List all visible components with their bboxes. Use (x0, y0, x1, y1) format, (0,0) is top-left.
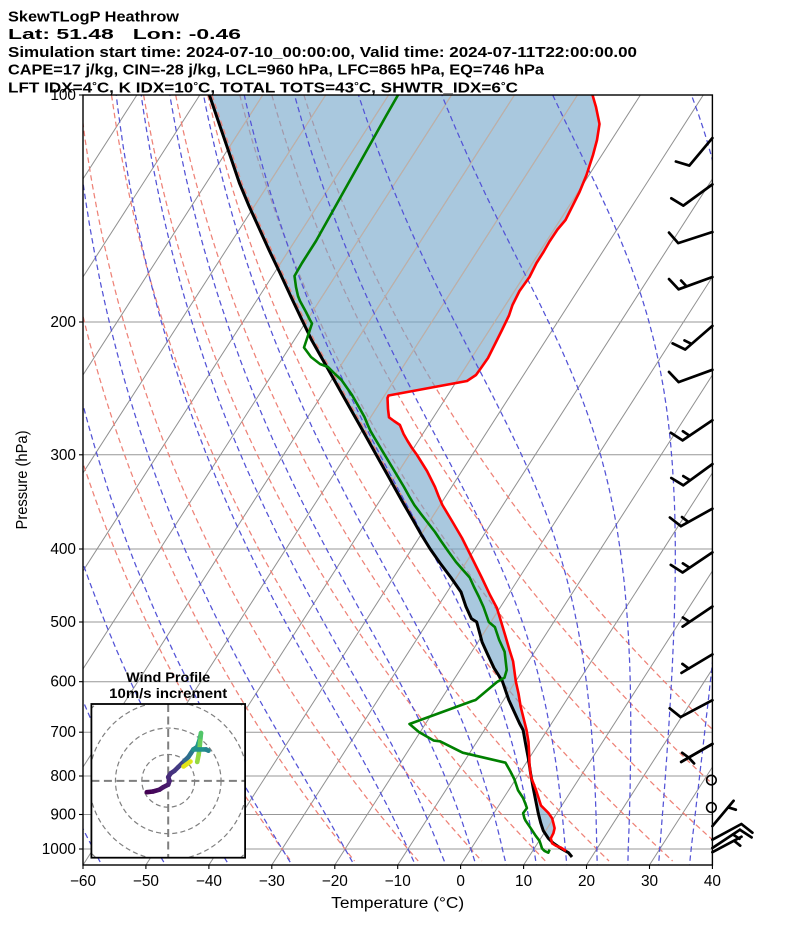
svg-text:LFT IDX=4°C, K IDX=10°C, TOTAL: LFT IDX=4 °C, K IDX=10 °C, TOTAL TOTS=43 °C… (8, 79, 518, 96)
svg-text:−60: −60 (70, 873, 96, 890)
svg-text:300: 300 (50, 447, 76, 464)
svg-text:20: 20 (578, 873, 595, 890)
svg-text:30: 30 (641, 873, 658, 890)
svg-text:Lat: 51.48 Lon: -0.46: Lat: 51.48 Lon: -0.46 (8, 26, 241, 43)
svg-text:40: 40 (704, 873, 721, 890)
svg-text:−40: −40 (196, 873, 222, 890)
svg-text:Temperature (°C): Temperature (°C) (331, 895, 464, 912)
svg-text:−50: −50 (133, 873, 159, 890)
svg-text:100: 100 (50, 87, 76, 104)
svg-text:400: 400 (50, 541, 76, 558)
svg-text:SkewTLogP Heathrow: SkewTLogP Heathrow (8, 9, 179, 26)
svg-text:Pressure (hPa): Pressure (hPa) (14, 431, 31, 530)
svg-text:1000: 1000 (42, 841, 76, 858)
svg-text:800: 800 (50, 768, 76, 785)
svg-text:−30: −30 (259, 873, 285, 890)
svg-text:−10: −10 (385, 873, 411, 890)
svg-text:500: 500 (50, 614, 76, 631)
svg-text:CAPE=17 j/kg, CIN=-28 j/kg, LC: CAPE=17 j/kg, CIN=-28 j/kg, LCL=960 hPa,… (8, 62, 545, 79)
svg-text:600: 600 (50, 674, 76, 691)
svg-text:10: 10 (515, 873, 532, 890)
svg-text:−20: −20 (322, 873, 348, 890)
svg-text:900: 900 (50, 807, 76, 824)
svg-text:0: 0 (456, 873, 465, 890)
svg-text:Simulation start time: 2024-07: Simulation start time: 2024-07-10_00:00:… (8, 44, 637, 61)
svg-text:Wind Profile: Wind Profile (126, 670, 211, 685)
svg-text:200: 200 (50, 314, 76, 331)
svg-text:700: 700 (50, 724, 76, 741)
svg-text:10m/s increment: 10m/s increment (109, 686, 228, 701)
